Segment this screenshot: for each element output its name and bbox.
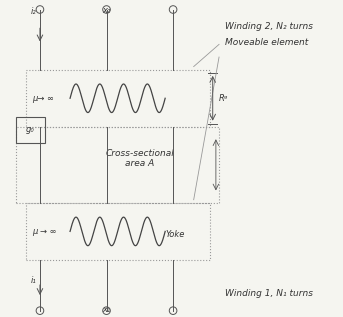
Text: μ → ∞: μ → ∞ xyxy=(32,227,57,236)
Text: Cross-sectional
area A: Cross-sectional area A xyxy=(105,149,174,168)
Text: Moveable element: Moveable element xyxy=(225,38,309,47)
Text: i₁: i₁ xyxy=(31,276,37,285)
Text: i₂: i₂ xyxy=(31,7,37,16)
Text: Winding 1, N₁ turns: Winding 1, N₁ turns xyxy=(225,289,314,298)
Bar xyxy=(16,127,219,203)
Bar xyxy=(26,70,210,127)
Bar xyxy=(26,203,210,260)
Text: Winding 2, N₂ turns: Winding 2, N₂ turns xyxy=(225,22,314,31)
Bar xyxy=(16,117,45,143)
Text: Yoke: Yoke xyxy=(165,230,185,239)
Text: μ→ ∞: μ→ ∞ xyxy=(32,94,54,103)
Text: x₂: x₂ xyxy=(102,6,111,15)
Text: g₀: g₀ xyxy=(26,126,35,134)
Text: Rᵍ: Rᵍ xyxy=(219,94,228,103)
Text: x₁: x₁ xyxy=(102,305,111,314)
